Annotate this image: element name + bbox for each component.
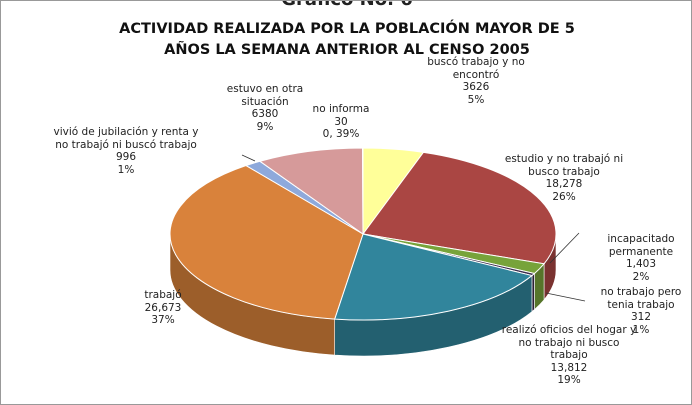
label-value: 6380 [251, 108, 279, 120]
leader-line [549, 232, 580, 264]
slice-label: estudio y no trabajó ni busco trabajo 18,… [499, 153, 629, 203]
label-value: 26,673 [144, 301, 182, 314]
label-percent: 5% [467, 93, 485, 106]
slice-label: realizó oficios del hogar y no trabajo n… [499, 324, 639, 387]
chart-header: Gráfico No. 6 [1, 1, 691, 10]
label-name: realizó oficios del hogar y no trabajo n… [501, 324, 637, 361]
chart-title: ACTIVIDAD REALIZADA POR LA POBLACIÓN MAY… [119, 21, 575, 58]
label-value: 996 [115, 151, 137, 163]
slice-label: incapacitado permanente 1,403 2% [591, 233, 691, 283]
slice [361, 147, 364, 235]
slice-label: no informa 30 0, 39% [301, 103, 381, 141]
label-name: vivió de jubilación y renta y no trabajó… [53, 126, 199, 151]
slice-label: vivió de jubilación y renta y no trabajó… [51, 126, 201, 176]
label-value: 18,278 [545, 178, 583, 190]
slice [362, 151, 557, 265]
leader-lines [241, 154, 586, 302]
label-percent: 19% [557, 374, 581, 386]
label-percent: 9% [256, 120, 274, 133]
label-percent: 1% [632, 323, 650, 336]
slice [258, 147, 364, 235]
label-name: incapacitado permanente [607, 233, 675, 258]
slice-label: estuvo en otra situación 6380 9% [210, 83, 320, 133]
slice-label: trabajó 26,673 37% [123, 289, 203, 327]
slice-side [531, 272, 535, 313]
label-percent: 0, 39% [322, 128, 360, 140]
slice [169, 165, 364, 320]
label-value: 1,403 [625, 258, 657, 270]
label-name: estuvo en otra situación [226, 83, 304, 108]
label-percent: 1% [117, 163, 135, 176]
label-name: trabajó [144, 289, 182, 301]
leader-line [241, 154, 256, 162]
slice [334, 233, 534, 321]
label-name: buscó trabajo y no encontró [427, 56, 525, 81]
label-percent: 26% [552, 190, 576, 203]
label-percent: 2% [632, 270, 650, 283]
slice-label: buscó trabajo y no encontró 3626 5% [406, 56, 546, 106]
slice-label: no trabajo pero tenia trabajo 312 1% [591, 286, 691, 336]
label-value: 30 [334, 115, 348, 128]
leader-line [545, 292, 586, 302]
label-value: 13,812 [550, 361, 588, 374]
label-value: 312 [630, 311, 652, 323]
label-name: estudio y no trabajó ni busco trabajo [504, 153, 624, 178]
label-name: no trabajo pero tenia trabajo [600, 286, 682, 311]
label-name: no informa [312, 103, 370, 115]
label-percent: 37% [151, 314, 175, 326]
label-value: 3626 [462, 81, 490, 93]
